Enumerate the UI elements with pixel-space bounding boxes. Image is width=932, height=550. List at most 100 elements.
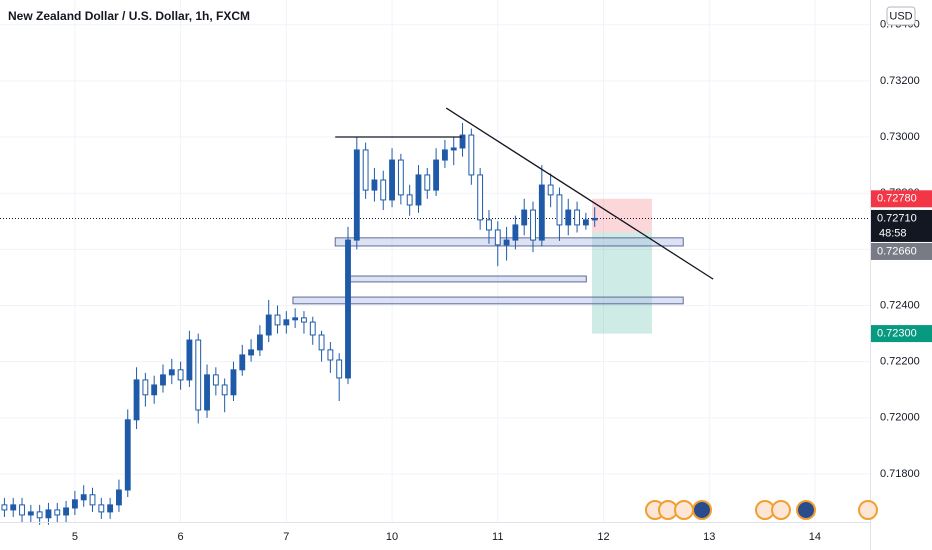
candle-body <box>283 319 290 326</box>
candle-body <box>538 184 545 241</box>
candle-body <box>230 369 237 396</box>
candle-body <box>107 504 114 513</box>
candle-body <box>98 504 105 513</box>
currency[interactable]: USD <box>889 10 912 22</box>
y-tick-label: 0.73000 <box>880 131 920 143</box>
y-tick-label: 0.72200 <box>880 356 920 368</box>
candle-body <box>389 159 395 201</box>
candle-body <box>582 219 589 226</box>
event-icons <box>645 500 878 520</box>
chart-title: New Zealand Dollar / U.S. Dollar, 1h, FX… <box>8 9 250 23</box>
candle-body <box>530 209 536 241</box>
event-icon <box>692 500 712 520</box>
candle-body <box>89 494 96 506</box>
candle-body <box>512 224 519 241</box>
price-label: 0.72660 <box>877 245 917 257</box>
candle-body <box>468 134 475 176</box>
candle-body <box>221 384 228 396</box>
candle-body <box>274 314 281 326</box>
x-tick-label: 14 <box>809 531 821 543</box>
candle-body <box>591 217 598 221</box>
candle-body <box>212 374 219 386</box>
candle-body <box>124 419 131 491</box>
y-tick-label: 0.72000 <box>880 412 920 424</box>
x-tick-label: 7 <box>283 531 289 543</box>
candle-body <box>248 349 255 356</box>
y-tick-label: 0.71800 <box>880 468 920 480</box>
candle-body <box>19 504 25 516</box>
candle-body <box>301 317 307 323</box>
candle-body <box>362 149 369 191</box>
candle-body <box>71 499 78 509</box>
event-icon <box>771 500 791 520</box>
candle-body <box>503 239 510 246</box>
x-tick-label: 6 <box>178 531 184 543</box>
candle-body <box>486 219 492 231</box>
candle-body <box>292 317 299 321</box>
candle-body <box>142 379 149 396</box>
zone <box>348 275 587 283</box>
price-label: 0.72780 <box>877 193 917 205</box>
candle-body <box>54 509 61 516</box>
candle-body <box>151 384 158 396</box>
drawings <box>335 107 714 280</box>
candle-body <box>204 374 210 411</box>
price-label-box <box>871 325 932 343</box>
candle-body <box>441 149 448 161</box>
candle-body <box>36 511 43 519</box>
x-tick-label: 13 <box>703 531 715 543</box>
candle-body <box>345 239 351 379</box>
zone <box>292 296 684 305</box>
candle-body <box>265 314 272 336</box>
candle-body <box>168 369 175 376</box>
y-tick-label: 0.73200 <box>880 75 920 87</box>
candle-body <box>80 494 87 501</box>
candle-body <box>477 174 484 221</box>
price-label: 0.72710 <box>877 212 917 224</box>
candle-body <box>353 149 360 241</box>
stop-zone <box>592 198 652 233</box>
candle-body <box>521 209 528 226</box>
candle-body <box>574 209 580 226</box>
candle-body <box>186 339 193 381</box>
y-tick-label: 0.72400 <box>880 299 920 311</box>
x-tick-label: 5 <box>72 531 78 543</box>
candle-body <box>45 509 52 519</box>
currency-button[interactable] <box>886 6 916 26</box>
price-label-box <box>871 242 932 260</box>
candle-body <box>380 179 387 201</box>
x-tick-label: 11 <box>492 531 503 543</box>
candle-body <box>494 229 501 246</box>
event-icon <box>796 500 816 520</box>
event-icon <box>858 500 878 520</box>
candle-body <box>397 159 404 196</box>
candle-body <box>318 334 325 351</box>
target-zone <box>592 232 652 334</box>
x-tick-label: 12 <box>597 531 609 543</box>
candle-body <box>565 209 572 226</box>
x-tick-label: 10 <box>386 531 398 543</box>
countdown: 48:58 <box>879 227 907 239</box>
candle-body <box>116 489 122 506</box>
candle-body <box>63 507 69 516</box>
candle-body <box>160 374 166 386</box>
candle-body <box>415 174 422 206</box>
candle-body <box>547 184 554 196</box>
candle-body <box>10 504 17 511</box>
candle-body <box>433 159 440 191</box>
candle-body <box>424 174 431 191</box>
candle-body <box>27 511 34 516</box>
event-icon <box>674 500 694 520</box>
candle-body <box>336 359 343 379</box>
candle-body <box>556 194 563 226</box>
candle-body <box>133 379 140 421</box>
candle-body <box>309 321 316 336</box>
candle-body <box>327 349 334 361</box>
candle-body <box>239 354 246 371</box>
candle-body <box>177 369 184 381</box>
candle-body <box>195 339 202 411</box>
candle-body <box>256 334 263 351</box>
